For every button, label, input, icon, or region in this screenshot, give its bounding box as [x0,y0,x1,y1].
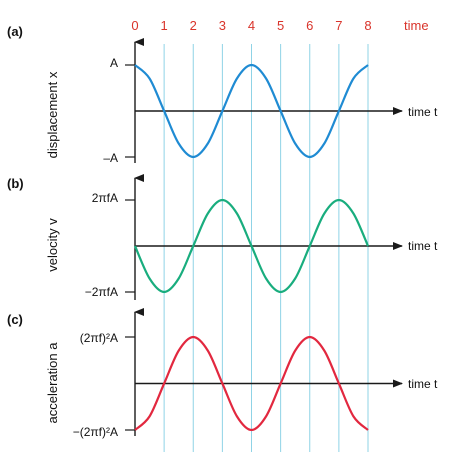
xlabel-velocity: time t [408,239,438,253]
panel-label-b: (b) [7,176,24,191]
ylabel-acceleration: acceleration a [45,342,60,424]
velocity-curve [133,198,370,294]
ylabel-velocity: velocity v [45,218,60,272]
xlabel-displacement: time t [408,105,438,119]
xlabel-acceleration: time t [408,377,438,391]
time-gridlines [163,44,369,452]
top-tick-5: 5 [277,18,284,33]
acceleration-curve [134,335,369,432]
top-tick-6: 6 [306,18,313,33]
top-tick-3: 3 [219,18,226,33]
top-tick-4: 4 [248,18,255,33]
top-time-axis: time 0 1 2 3 4 5 6 7 8 [131,18,428,33]
top-tick-2: 2 [190,18,197,33]
top-tick-7: 7 [335,18,342,33]
top-axis-title: time [404,18,429,33]
ytick-displacement-min: –A [103,151,118,165]
ytick-velocity-max: 2πfA [92,191,118,205]
ytick-displacement-max: A [110,56,118,70]
ytick-acceleration-max: (2πf)²A [80,331,118,345]
ytick-acceleration-min: −(2πf)²A [73,425,118,439]
panel-label-a: (a) [7,24,23,39]
panel-displacement: (a) displacement x A –A time t [7,24,438,165]
top-tick-8: 8 [364,18,371,33]
ylabel-displacement: displacement x [45,71,60,158]
ytick-velocity-min: −2πfA [85,285,118,299]
panel-velocity: (b) velocity v 2πfA −2πfA time t [7,174,438,300]
top-tick-0: 0 [131,18,138,33]
top-tick-1: 1 [161,18,168,33]
displacement-curve [134,63,369,159]
panel-label-c: (c) [7,312,23,327]
panel-acceleration: (c) acceleration a (2πf)²A −(2πf)²A time… [7,308,438,439]
